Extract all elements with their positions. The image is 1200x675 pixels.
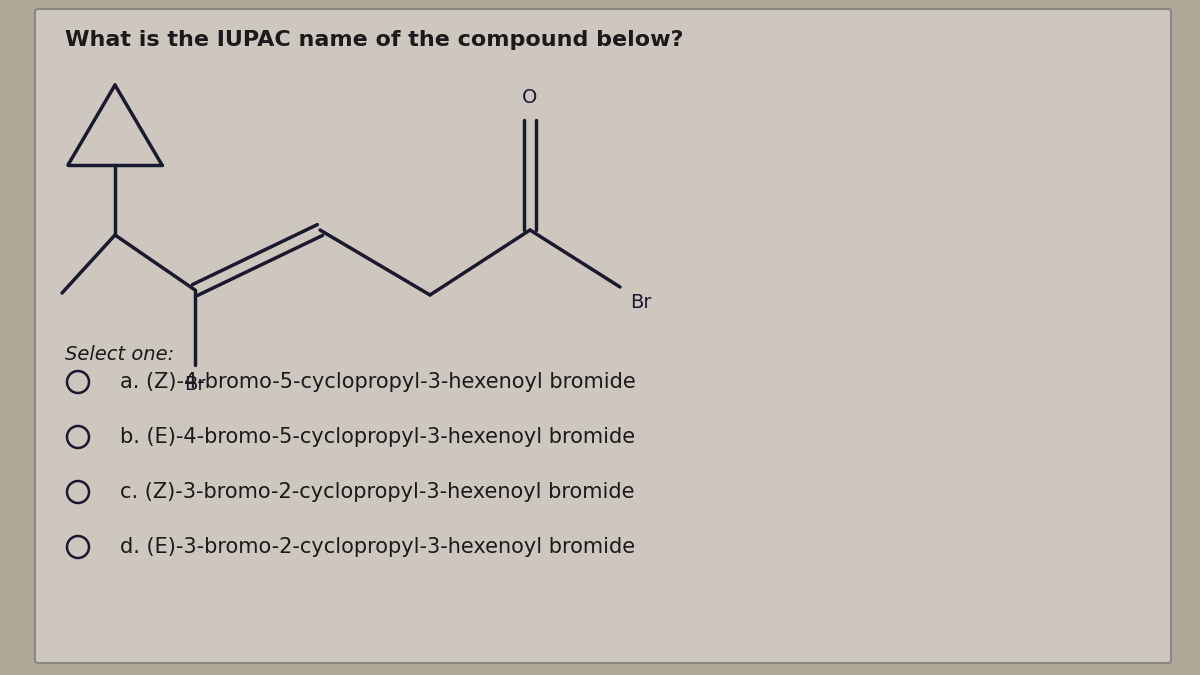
Text: c. (Z)-3-bromo-2-cyclopropyl-3-hexenoyl bromide: c. (Z)-3-bromo-2-cyclopropyl-3-hexenoyl …: [120, 482, 635, 502]
Text: b. (E)-4-bromo-5-cyclopropyl-3-hexenoyl bromide: b. (E)-4-bromo-5-cyclopropyl-3-hexenoyl …: [120, 427, 635, 447]
Text: O: O: [522, 88, 538, 107]
Text: What is the IUPAC name of the compound below?: What is the IUPAC name of the compound b…: [65, 30, 684, 50]
FancyBboxPatch shape: [35, 9, 1171, 663]
Text: Select one:: Select one:: [65, 345, 174, 364]
Text: Br: Br: [630, 293, 652, 312]
Text: Br: Br: [185, 375, 205, 394]
Text: a. (Z)-4-bromo-5-cyclopropyl-3-hexenoyl bromide: a. (Z)-4-bromo-5-cyclopropyl-3-hexenoyl …: [120, 372, 636, 392]
Text: d. (E)-3-bromo-2-cyclopropyl-3-hexenoyl bromide: d. (E)-3-bromo-2-cyclopropyl-3-hexenoyl …: [120, 537, 635, 557]
